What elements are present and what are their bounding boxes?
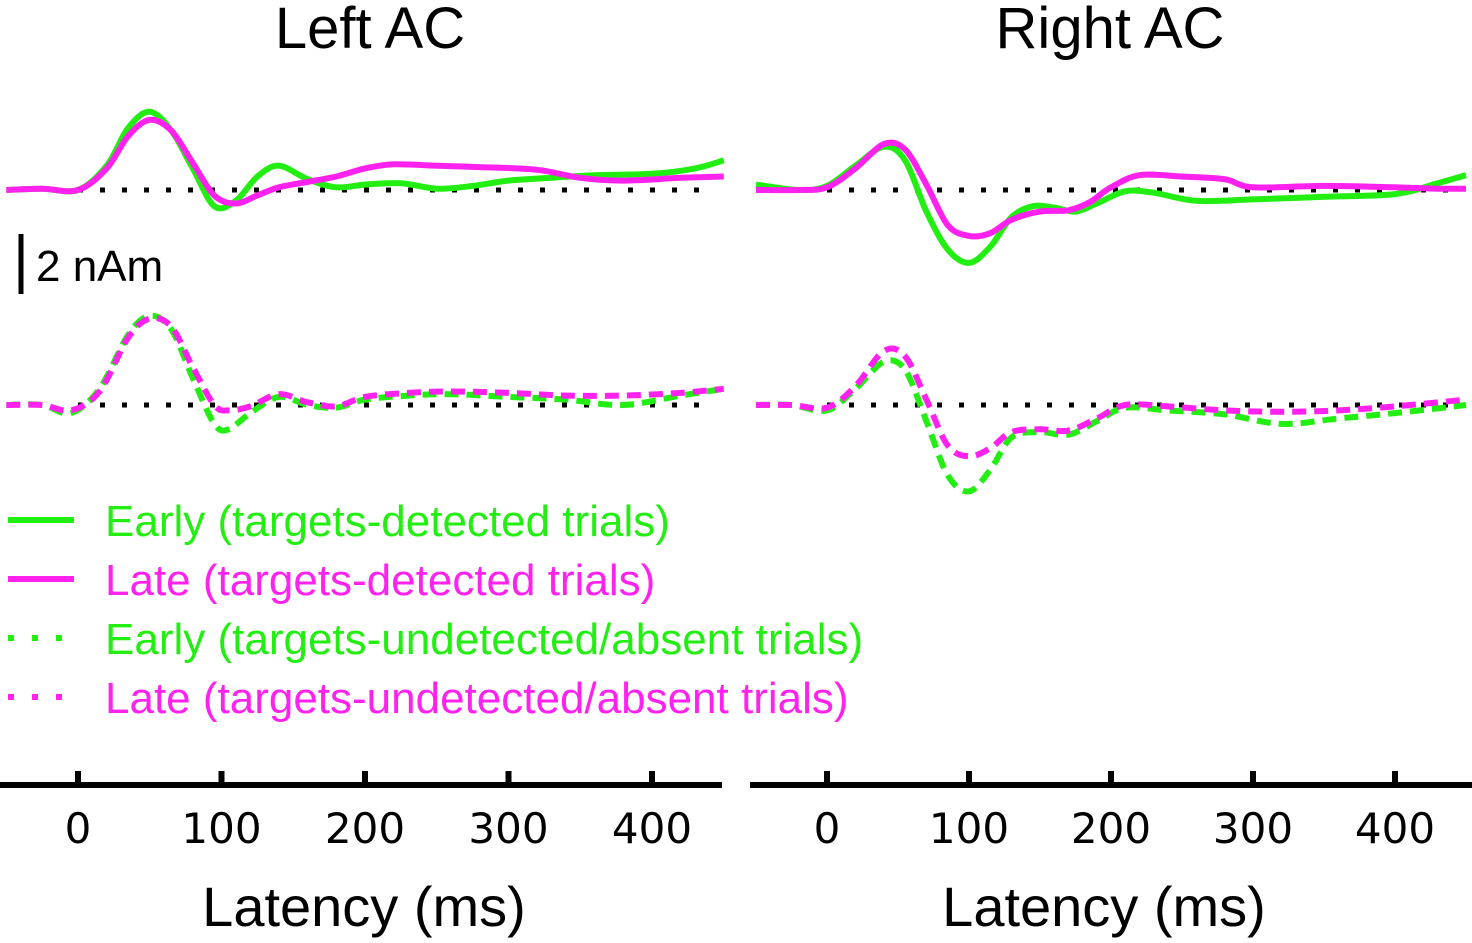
- panel-title: Right AC: [996, 0, 1225, 61]
- legend-item: Late (targets-detected trials): [8, 556, 655, 605]
- x-tick-label: 0: [65, 804, 92, 853]
- x-tick-label: 100: [929, 804, 1009, 853]
- panel-left-ac: Left AC 0 100 200 300 400 Latency (ms): [0, 0, 725, 938]
- x-tick-label: 200: [1071, 804, 1151, 853]
- legend-item: Early (targets-undetected/absent trials): [8, 615, 863, 664]
- series-line-undetected-early: [6, 312, 725, 434]
- legend-item: Early (targets-detected trials): [8, 497, 670, 546]
- legend-item: Late (targets-undetected/absent trials): [8, 674, 849, 723]
- scale-bar: 2 nAm: [18, 234, 163, 294]
- series-line-detected-late: [755, 139, 1467, 240]
- series-line-detected-early: [6, 108, 725, 212]
- legend-label: Early (targets-undetected/absent trials): [105, 615, 863, 664]
- x-axis-label: Latency (ms): [942, 875, 1266, 938]
- legend-label: Early (targets-detected trials): [105, 497, 670, 546]
- legend-label: Late (targets-undetected/absent trials): [105, 674, 849, 723]
- x-tick-label: 300: [468, 804, 548, 853]
- series-line-undetected-late: [6, 314, 725, 414]
- x-axis-label: Latency (ms): [202, 875, 526, 938]
- legend: Early (targets-detected trials) Late (tar…: [8, 497, 863, 723]
- x-tick-label: 200: [325, 804, 405, 853]
- x-tick-label: 400: [612, 804, 692, 853]
- series-line-undetected-late: [755, 345, 1467, 460]
- x-tick-label: 100: [181, 804, 261, 853]
- x-tick-label: 0: [814, 804, 841, 853]
- panel-right-ac: Right AC 0 100 200 300 400 Latency (ms): [750, 0, 1472, 938]
- x-tick-label: 300: [1213, 804, 1293, 853]
- scale-bar-label: 2 nAm: [36, 242, 163, 291]
- legend-label: Late (targets-detected trials): [105, 556, 655, 605]
- panel-title: Left AC: [275, 0, 465, 61]
- x-tick-label: 400: [1355, 804, 1435, 853]
- series-line-detected-late: [6, 116, 724, 207]
